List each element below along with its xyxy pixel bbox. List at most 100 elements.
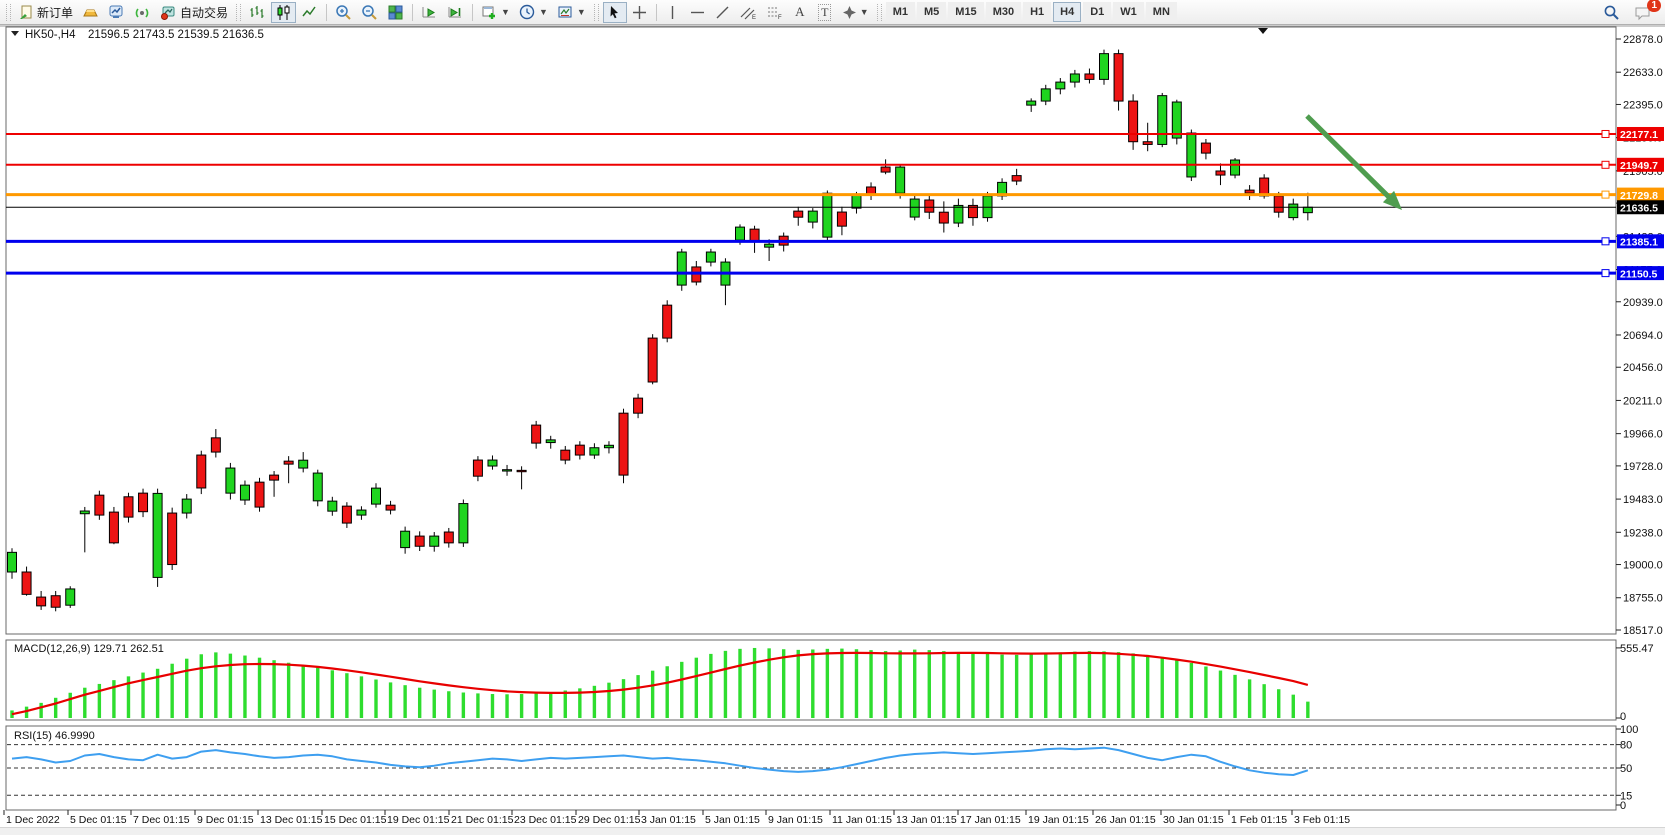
timeframe-M15[interactable]: M15	[948, 2, 984, 22]
zoom-out-button[interactable]	[357, 2, 382, 23]
macd-histogram-bar	[432, 689, 436, 718]
timeframe-W1[interactable]: W1	[1113, 2, 1144, 22]
candle-body	[1157, 95, 1168, 145]
macd-histogram-bar	[330, 670, 335, 718]
chart-shift-marker-icon[interactable]	[1258, 28, 1268, 34]
time-tick-label: 9 Dec 01:15	[197, 814, 254, 826]
text-label-tool-button[interactable]: T	[813, 2, 837, 23]
candle-up	[1157, 92, 1168, 148]
candle-up	[953, 198, 964, 228]
macd-histogram-bar	[1233, 674, 1237, 718]
candle-up	[1099, 49, 1109, 85]
macd-histogram-bar	[1000, 654, 1004, 718]
macd-histogram-bar	[1189, 662, 1194, 718]
candle-down	[1128, 94, 1139, 150]
new-chart-button[interactable]: ▼	[477, 2, 514, 23]
candle-body	[531, 424, 542, 444]
candle-body	[516, 469, 527, 473]
fibonacci-tool-button[interactable]: F	[762, 2, 787, 23]
auto-trading-button[interactable]: 自动交易	[156, 2, 232, 23]
price-badge	[1617, 234, 1664, 249]
candle-body	[472, 459, 483, 477]
candle-up	[1040, 84, 1051, 106]
macd-histogram-bar	[97, 683, 102, 718]
candlestick-chart-button[interactable]	[271, 1, 297, 23]
trendline-icon	[716, 6, 729, 18]
gold-ingot-icon	[83, 9, 98, 16]
bar-chart-button[interactable]	[245, 2, 270, 23]
text-tool-button[interactable]: A	[788, 2, 812, 23]
macd-histogram-bar	[1262, 684, 1266, 718]
auto-scroll-button[interactable]	[417, 2, 442, 23]
macd-histogram-bar	[1044, 653, 1048, 718]
rsi-axis-label: 80	[1620, 740, 1632, 752]
search-button[interactable]	[1599, 2, 1624, 23]
channel-tool-button[interactable]: E	[736, 2, 761, 23]
price-tick-label: 19000.0	[1623, 560, 1663, 572]
macd-histogram-bar	[228, 653, 233, 718]
price-badge	[1617, 266, 1664, 281]
candle-down	[196, 450, 207, 495]
candle-body	[705, 251, 716, 263]
candle-up	[545, 435, 556, 449]
cursor-icon	[610, 5, 619, 18]
candle-body	[1200, 142, 1211, 154]
line-chart-button[interactable]	[297, 2, 322, 23]
candle-body	[327, 500, 338, 512]
candle-body	[283, 460, 294, 465]
templates-button[interactable]: ▼	[553, 2, 590, 23]
zoom-in-icon	[336, 4, 351, 20]
macd-histogram-bar	[345, 673, 349, 718]
toolbar-separator	[412, 3, 414, 21]
timeframe-M5[interactable]: M5	[917, 2, 947, 22]
candle-down	[880, 159, 891, 175]
chart-shift-button[interactable]	[443, 2, 468, 23]
vertical-line-tool-button[interactable]	[661, 2, 685, 23]
crosshair-tool-button[interactable]	[628, 2, 652, 23]
timeframe-MN[interactable]: MN	[1145, 2, 1177, 22]
zoom-in-button[interactable]	[331, 2, 356, 23]
timeframe-M1[interactable]: M1	[885, 2, 915, 22]
candle-body	[560, 449, 571, 461]
price-badge-label: 22177.1	[1620, 129, 1658, 141]
svg-text:F: F	[778, 15, 782, 20]
toolbar-separator	[655, 3, 657, 21]
symbol-dropdown-icon[interactable]	[11, 31, 19, 36]
macd-histogram-bar	[286, 662, 291, 718]
candle-body	[1302, 206, 1313, 214]
macd-histogram-bar	[1204, 666, 1208, 718]
shapes-tool-button[interactable]: ▼	[838, 2, 873, 23]
candle-down	[1084, 68, 1095, 84]
tile-windows-button[interactable]	[383, 2, 408, 23]
candle-body	[880, 166, 891, 173]
trend-arrow-head[interactable]	[1382, 190, 1402, 210]
periods-button[interactable]: ▼	[515, 2, 552, 23]
new-order-button[interactable]: 新订单	[15, 2, 77, 23]
line-chart-icon	[302, 6, 316, 16]
toolbar-right-group: 1	[1599, 0, 1662, 23]
macd-histogram-bar	[956, 652, 961, 718]
candle-up	[458, 499, 469, 547]
gold-ingot-button[interactable]	[78, 2, 103, 23]
timeframe-H4[interactable]: H4	[1053, 2, 1082, 22]
trendline-tool-button[interactable]	[711, 2, 735, 23]
macd-axis-label: 555.47	[1620, 643, 1654, 655]
candle-down	[472, 456, 483, 482]
market-watch-button[interactable]	[104, 2, 129, 23]
cursor-tool-button[interactable]	[602, 1, 627, 23]
notifications-button[interactable]: 1	[1630, 0, 1661, 23]
price-badge-label: 21385.1	[1620, 237, 1658, 249]
signal-button[interactable]	[130, 2, 155, 23]
time-tick-label: 21 Dec 01:15	[451, 814, 514, 826]
candle-up	[181, 494, 192, 519]
candle-body	[65, 588, 76, 606]
timeframe-M30[interactable]: M30	[985, 2, 1022, 22]
candle-body	[429, 535, 440, 547]
timeframe-H1[interactable]: H1	[1023, 2, 1052, 22]
timeframe-D1[interactable]: D1	[1083, 2, 1112, 22]
macd-histogram-bar	[549, 692, 553, 718]
macd-pane	[5, 639, 1617, 721]
horizontal-line-tool-button[interactable]	[686, 2, 710, 23]
macd-histogram-bar	[1218, 670, 1223, 718]
